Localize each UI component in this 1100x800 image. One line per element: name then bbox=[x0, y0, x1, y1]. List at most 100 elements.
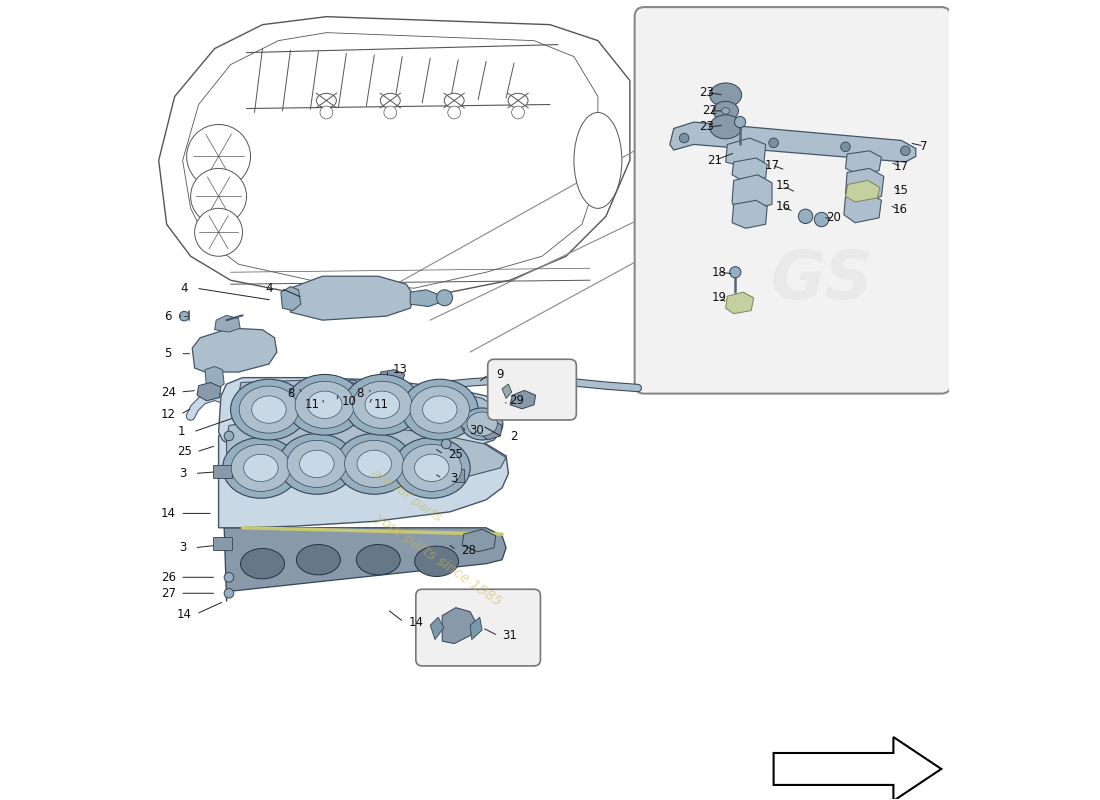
Text: 4: 4 bbox=[180, 282, 188, 294]
Text: 17: 17 bbox=[894, 160, 909, 174]
Circle shape bbox=[729, 266, 741, 278]
Ellipse shape bbox=[356, 545, 400, 575]
Polygon shape bbox=[430, 618, 443, 639]
Polygon shape bbox=[733, 158, 767, 181]
Ellipse shape bbox=[239, 386, 298, 433]
Text: 17: 17 bbox=[764, 158, 780, 172]
Ellipse shape bbox=[574, 113, 622, 208]
Polygon shape bbox=[726, 292, 754, 314]
Text: 8: 8 bbox=[356, 387, 364, 400]
Circle shape bbox=[680, 134, 689, 143]
Text: 4: 4 bbox=[265, 282, 273, 294]
Polygon shape bbox=[219, 378, 502, 454]
Polygon shape bbox=[844, 192, 881, 222]
Text: 7: 7 bbox=[920, 139, 927, 153]
Circle shape bbox=[441, 439, 451, 449]
Ellipse shape bbox=[410, 386, 470, 433]
Ellipse shape bbox=[222, 438, 299, 498]
Text: 27: 27 bbox=[161, 586, 176, 600]
Circle shape bbox=[840, 142, 850, 152]
Polygon shape bbox=[197, 382, 221, 401]
Text: 3: 3 bbox=[179, 467, 186, 480]
Circle shape bbox=[735, 117, 746, 128]
Text: 1: 1 bbox=[177, 426, 185, 438]
Circle shape bbox=[901, 146, 910, 156]
Polygon shape bbox=[480, 420, 502, 440]
Polygon shape bbox=[219, 420, 508, 528]
Circle shape bbox=[769, 138, 779, 148]
Text: 18: 18 bbox=[712, 266, 727, 278]
Text: are for parts: are for parts bbox=[368, 467, 443, 525]
Ellipse shape bbox=[241, 549, 285, 579]
Ellipse shape bbox=[287, 440, 346, 487]
Text: 23: 23 bbox=[700, 86, 714, 99]
Ellipse shape bbox=[722, 108, 729, 114]
Ellipse shape bbox=[461, 408, 503, 440]
Ellipse shape bbox=[231, 444, 290, 491]
Ellipse shape bbox=[710, 115, 741, 139]
Circle shape bbox=[512, 106, 525, 119]
Ellipse shape bbox=[336, 434, 412, 494]
Circle shape bbox=[799, 209, 813, 223]
Text: 13: 13 bbox=[393, 363, 407, 376]
Text: 14: 14 bbox=[177, 607, 191, 621]
Text: 15: 15 bbox=[776, 179, 791, 193]
Polygon shape bbox=[378, 370, 405, 386]
Polygon shape bbox=[502, 384, 512, 398]
Text: 14: 14 bbox=[408, 615, 424, 629]
Circle shape bbox=[814, 212, 828, 226]
Polygon shape bbox=[290, 276, 415, 320]
Text: 25: 25 bbox=[449, 448, 463, 461]
Polygon shape bbox=[846, 151, 881, 174]
Circle shape bbox=[179, 311, 189, 321]
Circle shape bbox=[195, 208, 242, 256]
Text: 3: 3 bbox=[451, 472, 458, 485]
Text: 16: 16 bbox=[892, 203, 907, 217]
Text: 16: 16 bbox=[776, 200, 791, 214]
Text: 11: 11 bbox=[305, 398, 319, 411]
Ellipse shape bbox=[394, 438, 470, 498]
Text: 25: 25 bbox=[177, 446, 191, 458]
Polygon shape bbox=[213, 466, 232, 478]
Text: 14: 14 bbox=[161, 507, 176, 520]
Ellipse shape bbox=[466, 412, 497, 436]
Ellipse shape bbox=[330, 387, 342, 397]
Polygon shape bbox=[224, 528, 506, 602]
Ellipse shape bbox=[358, 450, 392, 478]
Text: 9: 9 bbox=[497, 368, 504, 381]
Polygon shape bbox=[227, 422, 506, 482]
Text: 19: 19 bbox=[712, 291, 727, 304]
Ellipse shape bbox=[278, 434, 355, 494]
Text: your parts since 1985: your parts since 1985 bbox=[372, 510, 504, 609]
Ellipse shape bbox=[344, 374, 420, 435]
Polygon shape bbox=[205, 366, 224, 390]
Circle shape bbox=[320, 106, 333, 119]
Ellipse shape bbox=[713, 102, 738, 121]
Ellipse shape bbox=[508, 94, 528, 108]
Polygon shape bbox=[462, 530, 496, 552]
Ellipse shape bbox=[312, 391, 329, 402]
Text: 8: 8 bbox=[287, 387, 294, 400]
Polygon shape bbox=[510, 390, 536, 409]
Circle shape bbox=[448, 106, 461, 119]
Text: 10: 10 bbox=[341, 395, 356, 408]
Polygon shape bbox=[192, 328, 277, 372]
Text: 11: 11 bbox=[373, 398, 388, 411]
Ellipse shape bbox=[295, 382, 354, 428]
Ellipse shape bbox=[244, 454, 278, 482]
Ellipse shape bbox=[353, 382, 412, 428]
Polygon shape bbox=[239, 380, 498, 422]
Polygon shape bbox=[726, 138, 766, 167]
Polygon shape bbox=[158, 17, 630, 296]
Ellipse shape bbox=[299, 450, 334, 478]
Ellipse shape bbox=[402, 379, 478, 440]
Text: 20: 20 bbox=[826, 211, 840, 225]
Circle shape bbox=[384, 106, 397, 119]
Polygon shape bbox=[670, 122, 916, 162]
Text: GS: GS bbox=[770, 247, 872, 314]
Ellipse shape bbox=[415, 546, 459, 577]
Polygon shape bbox=[733, 200, 767, 228]
Polygon shape bbox=[213, 538, 232, 550]
Text: 31: 31 bbox=[503, 629, 517, 642]
Polygon shape bbox=[280, 286, 300, 310]
